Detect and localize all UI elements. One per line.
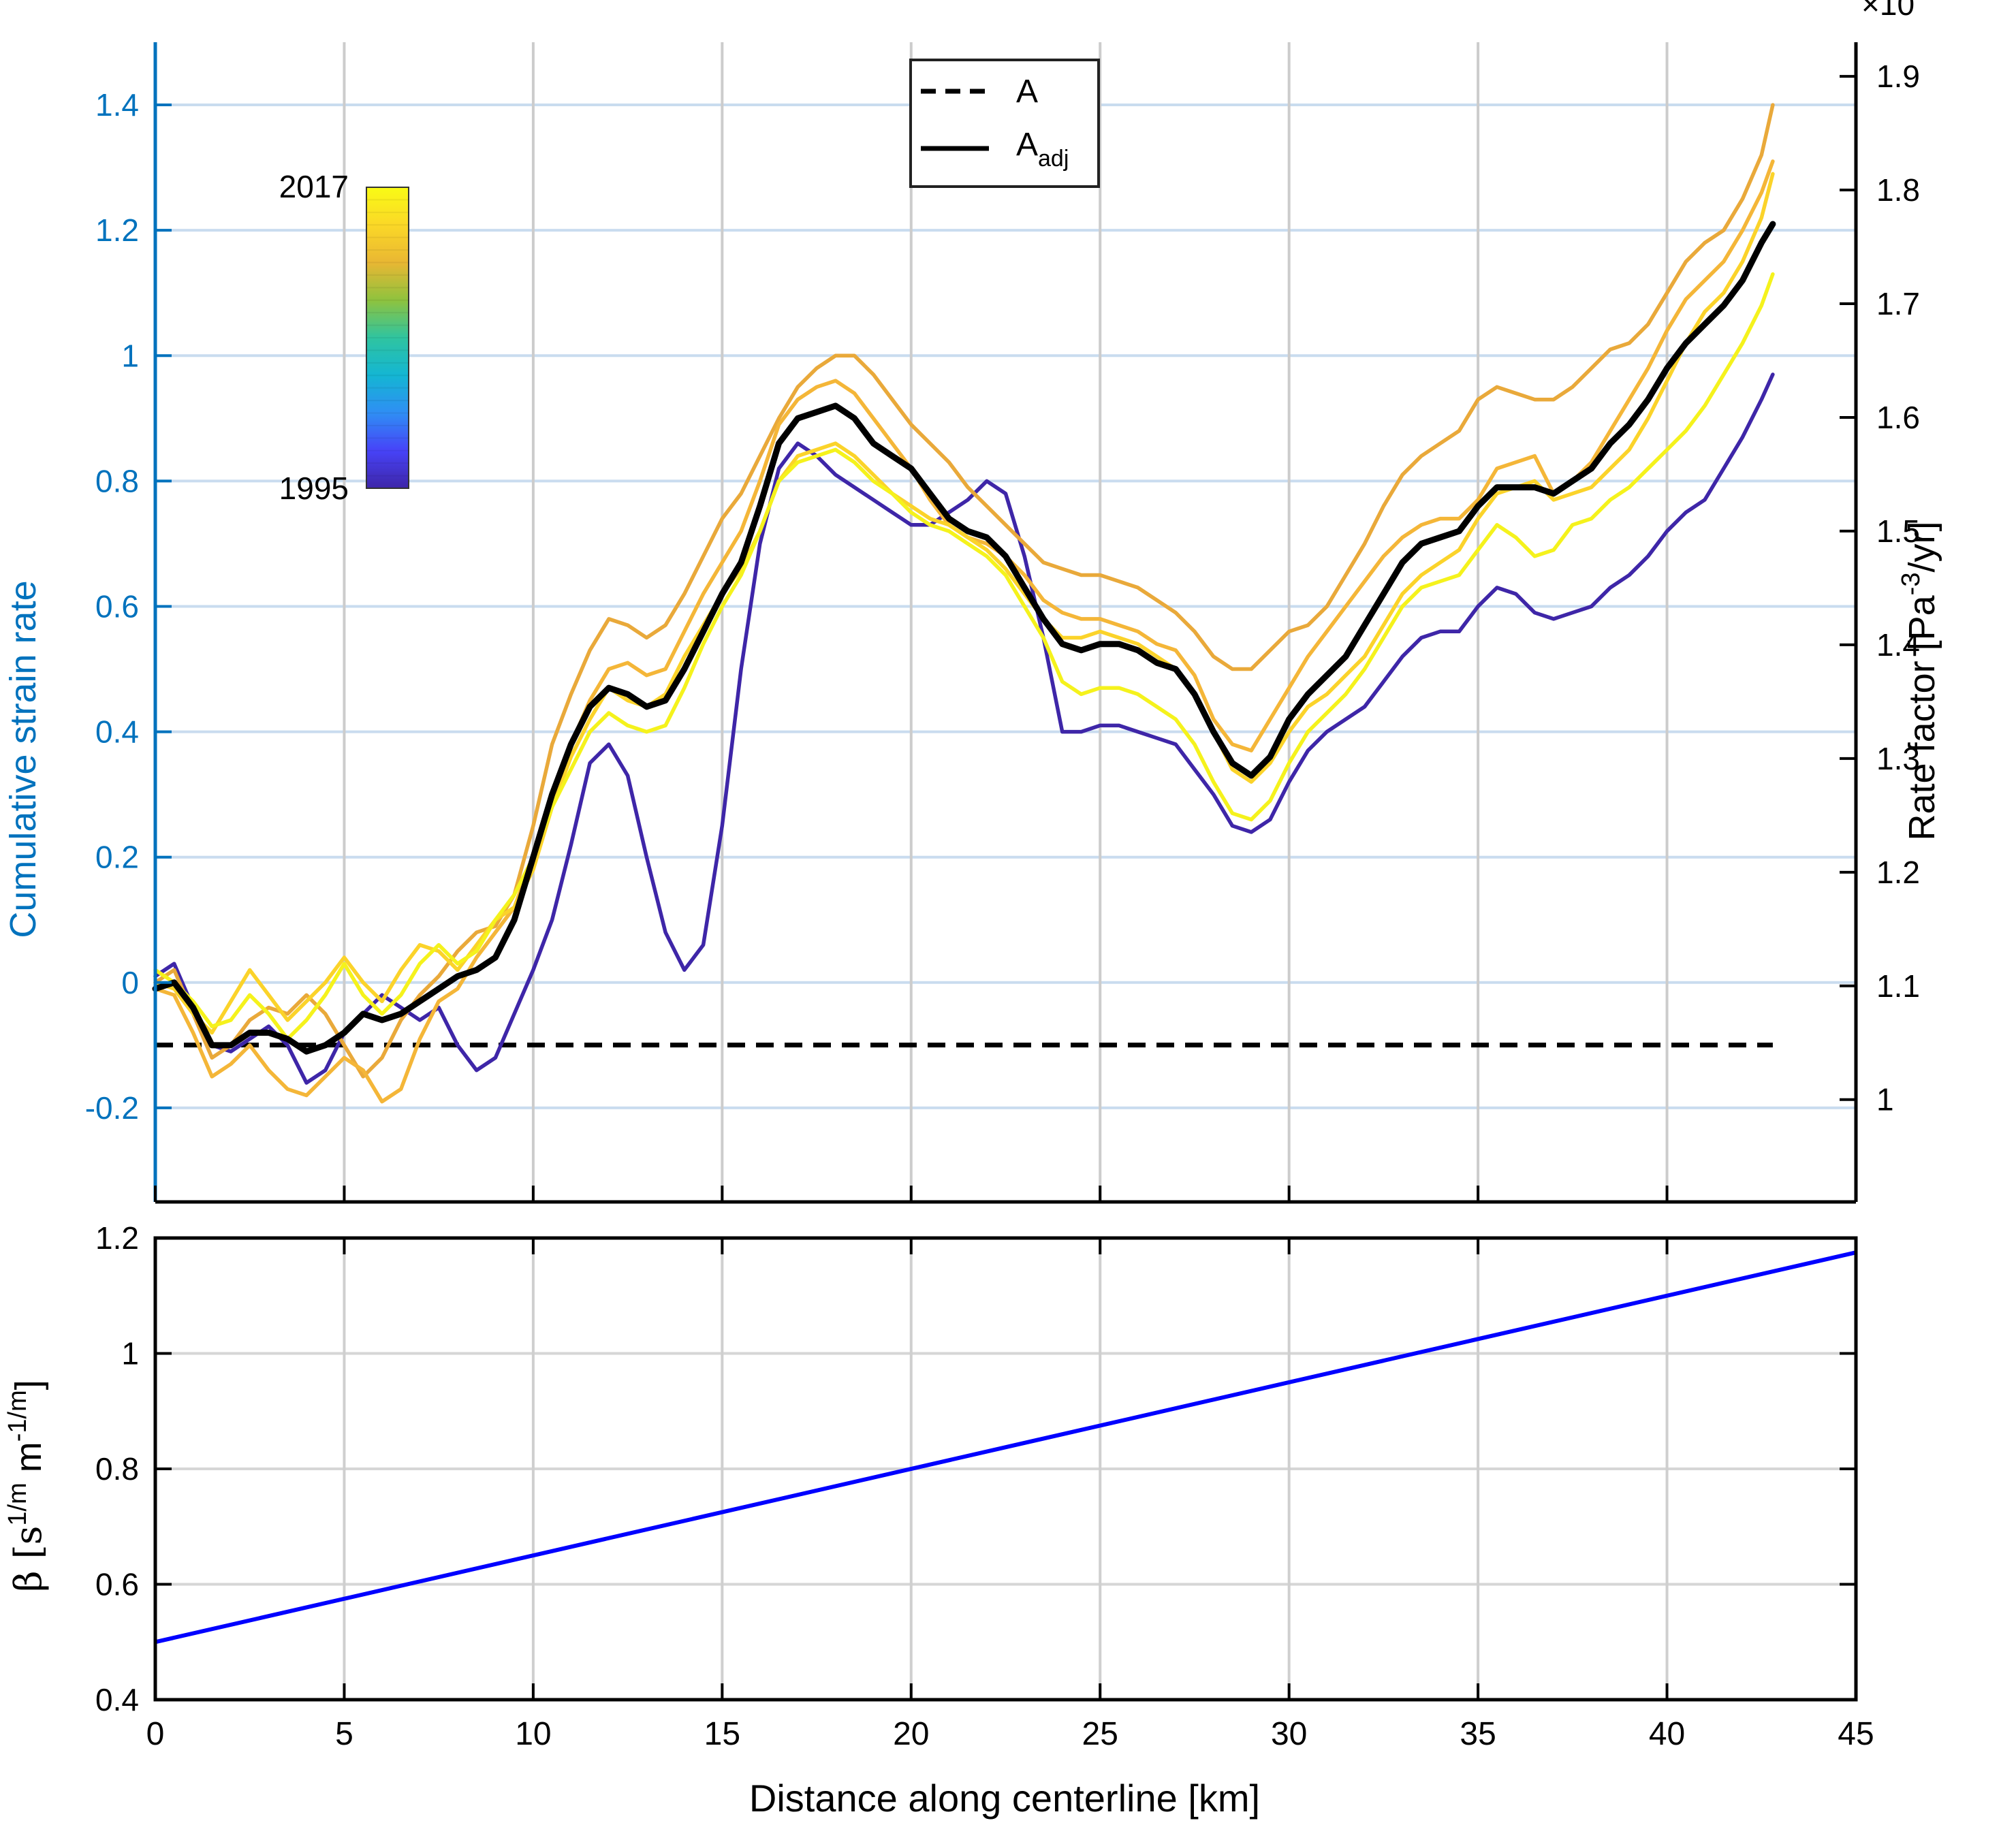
x-tick-label-7: 35 <box>1460 1716 1496 1752</box>
x-tick-label-9: 45 <box>1838 1716 1874 1752</box>
right-tick-label-4: 1.4 <box>1876 627 1920 663</box>
bottom-axes <box>153 1236 1858 1702</box>
right-tick-label-8: 1.8 <box>1876 172 1920 208</box>
legend-label-aadj-sub: adj <box>1038 146 1069 172</box>
bottom-ytick-label-4: 1.2 <box>95 1220 139 1256</box>
colorbar-gradient <box>366 187 409 489</box>
left-tick-label-6: 1 <box>121 338 139 373</box>
x-tick-label-1: 5 <box>335 1716 353 1752</box>
series-line-1995 <box>153 372 1775 1085</box>
beta-label-base: β [s <box>7 1526 50 1592</box>
beta-label-exp1: 1/m <box>3 1482 32 1525</box>
right-tick-label-2: 1.2 <box>1876 855 1920 890</box>
left-tick-label-1: 0 <box>121 965 139 1000</box>
legend-box <box>909 59 1100 188</box>
bottom-ytick-label-2: 0.8 <box>95 1451 139 1487</box>
left-tick-label-8: 1.4 <box>95 87 139 123</box>
colorbar: 2017 1995 <box>279 169 409 506</box>
left-tick-label-4: 0.6 <box>95 588 139 624</box>
beta-label-end: ] <box>8 1380 49 1390</box>
right-axis-label-exp: -3 <box>1897 573 1925 596</box>
legend-label-aadj-base: A <box>1016 127 1038 163</box>
right-axis-label-rest: /yr] <box>1902 522 1942 573</box>
legend-label-a: A <box>1016 74 1038 110</box>
beta-series <box>155 1250 1857 1645</box>
left-axis-label: Cumulative strain rate <box>3 580 44 938</box>
right-axis-label-base: Rate factor [Pa <box>1902 594 1942 840</box>
right-tick-label-0: 1 <box>1876 1082 1894 1117</box>
right-axis-exponent: ×10 <box>1861 0 1915 22</box>
beta-line <box>155 1250 1857 1645</box>
top-gridlines <box>155 42 1856 1202</box>
x-tick-label-3: 15 <box>704 1716 740 1752</box>
left-tick-label-5: 0.8 <box>95 463 139 498</box>
right-tick-label-1: 1.1 <box>1876 968 1920 1004</box>
beta-panel: 0.4 0.6 0.8 1 1.2 0 5 10 15 20 25 30 35 40 45 β [s1/m… <box>3 1220 1874 1820</box>
left-tick-label-3: 0.4 <box>95 714 139 750</box>
x-tick-label-2: 10 <box>515 1716 551 1752</box>
legend-label-aadj: Aadj <box>1016 127 1069 172</box>
bottom-ytick-label-3: 1 <box>121 1336 139 1371</box>
x-tick-labels: 0 5 10 15 20 25 30 35 40 45 <box>146 1716 1874 1752</box>
x-axis-label: Distance along centerline [km] <box>749 1777 1260 1820</box>
bottom-gridlines <box>155 1238 1856 1700</box>
series-line-2017 <box>153 272 1775 1041</box>
x-tick-label-8: 40 <box>1649 1716 1685 1752</box>
right-axis-label: Rate factor [Pa-3/yr] <box>1897 522 1942 841</box>
left-tick-label-7: 1.2 <box>95 212 139 248</box>
legend: A Aadj <box>909 59 1100 188</box>
x-tick-label-4: 20 <box>893 1716 929 1752</box>
beta-label-exp2: -1/m <box>3 1390 32 1442</box>
left-tick-label-0: -0.2 <box>85 1090 139 1126</box>
bottom-y-tick-labels: 0.4 0.6 0.8 1 1.2 <box>95 1220 139 1717</box>
right-tick-label-5: 1.5 <box>1876 513 1920 549</box>
strain-rate-panel: -0.2 0 0.2 0.4 0.6 0.8 1 1.2 1.4 1 1.1 1.2 1.3 1.4 1.… <box>3 0 1942 1204</box>
x-tick-label-5: 25 <box>1082 1716 1118 1752</box>
right-tick-label-9: 1.9 <box>1876 59 1920 94</box>
colorbar-bottom-label: 1995 <box>279 471 349 506</box>
strain-rate-series <box>152 103 1776 1104</box>
colorbar-top-label: 2017 <box>279 169 349 204</box>
series-line-year-2 <box>153 103 1775 1079</box>
left-tick-label-2: 0.2 <box>95 840 139 875</box>
right-tick-label-6: 1.6 <box>1876 400 1920 435</box>
right-tick-label-3: 1.3 <box>1876 741 1920 776</box>
bottom-ytick-label-0: 0.4 <box>95 1682 139 1717</box>
x-tick-label-0: 0 <box>146 1716 165 1752</box>
bottom-y-axis-label: β [s1/m m-1/m] <box>3 1380 50 1592</box>
right-tick-label-7: 1.7 <box>1876 286 1920 321</box>
right-tick-labels: 1 1.1 1.2 1.3 1.4 1.5 1.6 1.7 1.8 1.9 <box>1876 59 1920 1117</box>
beta-label-mid: m <box>8 1442 49 1482</box>
bottom-ytick-label-1: 0.6 <box>95 1567 139 1602</box>
x-tick-label-6: 30 <box>1271 1716 1307 1752</box>
colorbar-ticks <box>366 199 409 477</box>
left-tick-labels: -0.2 0 0.2 0.4 0.6 0.8 1 1.2 1.4 <box>85 87 139 1126</box>
series-line-a-adj <box>152 221 1776 1055</box>
top-axes <box>153 42 1858 1204</box>
